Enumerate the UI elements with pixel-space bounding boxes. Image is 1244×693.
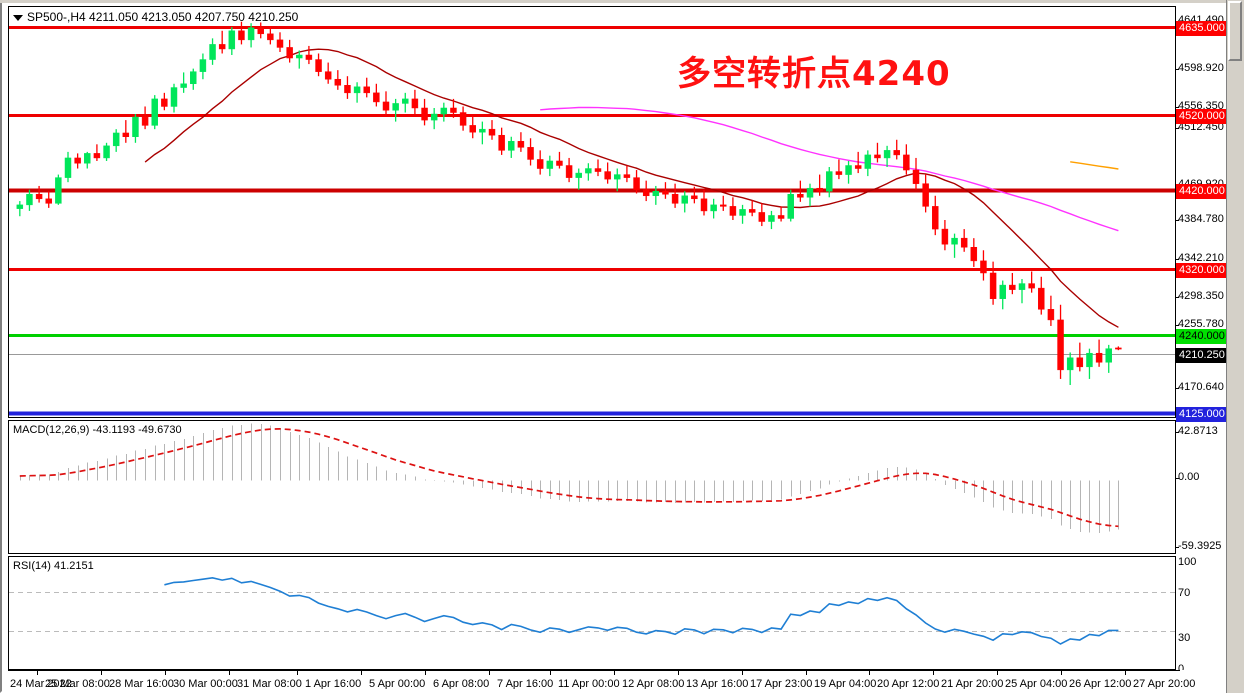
time-axis-separator [489,670,490,675]
price-level-tag[interactable]: 4420.000 [1176,184,1227,199]
time-axis-separator [297,670,298,675]
symbol-header[interactable]: SP500-,H4 4211.050 4213.050 4207.750 421… [13,10,298,24]
time-axis-separator [361,670,362,675]
rsi-tick-label: 0 [1178,663,1185,675]
time-axis-label: 27 Apr 20:00 [1133,678,1196,689]
time-axis-label: 6 Apr 08:00 [433,678,490,689]
time-axis-separator [614,670,615,675]
macd-tick-label: 0.00 [1175,472,1199,483]
price-tick-mark [1175,220,1179,221]
time-axis-separator [1125,670,1126,675]
time-axis-label: 5 Apr 00:00 [369,678,426,689]
price-tick-label: 4512.450 [1175,122,1224,133]
price-level-tag[interactable]: 4320.000 [1176,263,1227,278]
price-plot[interactable] [9,7,1175,417]
time-axis-line [8,670,1180,671]
price-tick-mark [1175,388,1179,389]
price-level-tag[interactable]: 4210.250 [1176,348,1227,363]
price-tick-mark [1175,259,1179,260]
chevron-down-icon[interactable] [13,14,23,21]
time-axis-separator [869,670,870,675]
time-axis-separator [550,670,551,675]
time-axis-separator [742,670,743,675]
time-axis-label: 17 Apr 23:00 [750,678,813,689]
time-axis-separator [1061,670,1062,675]
macd-tick-mark [1175,547,1179,548]
macd-tick-label: 42.8713 [1175,426,1218,437]
vertical-scrollbar[interactable] [1226,0,1244,693]
rsi-tick-label: 70 [1178,587,1191,599]
time-axis-separator [806,670,807,675]
time-axis-separator [101,670,102,675]
macd-tick-mark [1175,478,1179,479]
price-tick-label: 4384.780 [1175,214,1224,225]
time-axis-label: 19 Apr 04:00 [814,678,877,689]
time-axis-label: 24 Mar 2022 [10,678,72,689]
time-axis-label: 1 Apr 16:00 [305,678,362,689]
price-tick-mark [1175,107,1179,108]
time-axis-label: 11 Apr 00:00 [558,678,620,689]
price-tick-label: 4298.350 [1175,291,1224,302]
time-axis-label: 7 Apr 16:00 [497,678,554,689]
rsi-plot[interactable] [9,557,1175,669]
price-scale[interactable]: 4641.4904598.9204556.3504512.4504469.920… [1175,6,1230,675]
time-axis-label: 20 Apr 12:00 [877,678,940,689]
macd-plot[interactable] [9,421,1175,553]
time-axis-label: 13 Apr 16:00 [686,678,749,689]
time-axis-label: 21 Apr 20:00 [941,678,1004,689]
rsi-tick-label: 100 [1178,556,1197,568]
price-panel[interactable] [8,6,1176,418]
time-axis-separator [37,670,38,675]
time-axis-separator [678,670,679,675]
time-axis-separator [165,670,166,675]
time-axis-separator [997,670,998,675]
time-axis-label: 26 Apr 12:00 [1069,678,1132,689]
time-axis-separator [425,670,426,675]
time-axis-label: 31 Mar 08:00 [237,678,302,689]
scrollbar-thumb[interactable] [1228,1,1242,61]
price-tick-label: 4556.350 [1175,101,1224,112]
price-level-tag[interactable]: 4635.000 [1176,21,1227,36]
price-tick-mark [1175,69,1179,70]
price-level-tag[interactable]: 4240.000 [1176,329,1227,344]
time-axis-label: 12 Apr 08:00 [622,678,685,689]
time-axis-label: 25 Mar 08:00 [45,678,110,689]
symbol-header-text: SP500-,H4 4211.050 4213.050 4207.750 421… [27,10,299,24]
time-axis-label: 30 Mar 00:00 [173,678,238,689]
time-axis-separator [229,670,230,675]
price-tick-mark [1175,325,1179,326]
price-tick-mark [1175,128,1179,129]
rsi-indicator-label: RSI(14) 41.2151 [13,560,94,572]
price-level-tag[interactable]: 4520.000 [1176,109,1227,124]
price-tick-label: 4255.780 [1175,319,1224,330]
rsi-panel[interactable] [8,556,1176,670]
macd-panel[interactable] [8,420,1176,554]
window-top-strip [0,0,1244,3]
time-axis: 24 Mar 2022 25 Mar 08:00 28 Mar 16:00 30 Ma… [8,670,1240,689]
price-tick-mark [1175,297,1179,298]
time-axis-label: 25 Apr 04:00 [1005,678,1068,689]
chart-annotation-text: 多空转折点4240 [677,54,951,94]
macd-tick-label: -59.3925 [1175,541,1221,552]
macd-tick-mark [1175,432,1179,433]
rsi-tick-label: 30 [1178,632,1191,644]
time-axis-separator [933,670,934,675]
price-tick-label: 4598.920 [1175,63,1224,74]
chart-area[interactable]: SP500-,H4 4211.050 4213.050 4207.750 421… [4,4,1240,689]
price-tick-label: 4342.210 [1175,253,1224,264]
macd-indicator-label: MACD(12,26,9) -43.1193 -49.6730 [13,424,182,436]
price-tick-label: 4170.640 [1175,382,1224,393]
time-axis-label: 28 Mar 16:00 [109,678,174,689]
price-level-tag[interactable]: 4125.000 [1176,407,1227,422]
